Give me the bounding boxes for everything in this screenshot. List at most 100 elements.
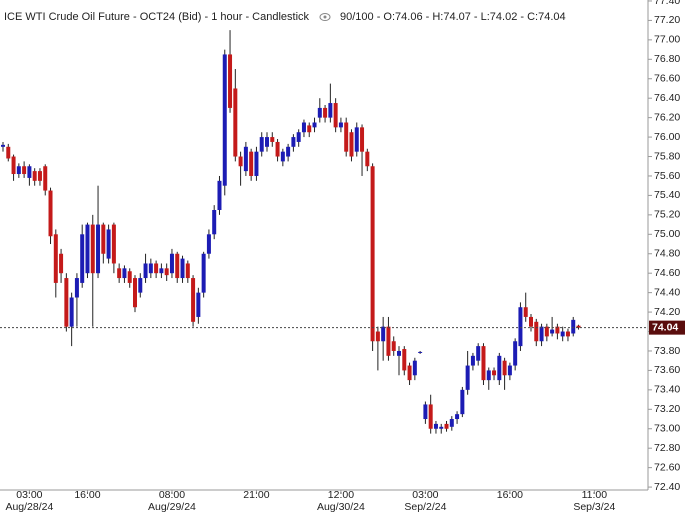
candle-body bbox=[217, 180, 222, 210]
candle-body bbox=[571, 319, 576, 334]
y-tick-label: 77.00 bbox=[654, 34, 680, 46]
candle-body bbox=[154, 263, 159, 274]
candle-body bbox=[48, 190, 53, 237]
candle-body bbox=[228, 54, 233, 108]
candle-body bbox=[560, 331, 565, 337]
candle-body bbox=[412, 360, 417, 376]
candle-body bbox=[259, 137, 264, 152]
candle-body bbox=[333, 103, 338, 128]
candle-body bbox=[16, 166, 21, 175]
candle-body bbox=[465, 365, 470, 390]
candle-body bbox=[354, 127, 359, 152]
candle-body bbox=[296, 132, 301, 142]
candle-body bbox=[53, 234, 58, 283]
y-tick-label: 75.60 bbox=[654, 170, 680, 182]
candle-body bbox=[80, 234, 85, 283]
candle-body bbox=[476, 346, 481, 361]
candle-body bbox=[544, 326, 549, 337]
x-tick-label: 08:00 bbox=[159, 489, 185, 501]
y-tick-label: 76.40 bbox=[654, 92, 680, 104]
candle-body bbox=[349, 132, 354, 157]
y-tick-label: 73.20 bbox=[654, 403, 680, 415]
y-tick-label: 73.80 bbox=[654, 345, 680, 357]
x-date-label: Aug/30/24 bbox=[317, 501, 365, 513]
candle-body bbox=[529, 316, 533, 327]
candle-body bbox=[32, 171, 37, 181]
candle-body bbox=[265, 137, 269, 147]
last-price-label: 74.04 bbox=[652, 321, 678, 333]
candle-body bbox=[323, 107, 328, 118]
candle-body bbox=[43, 166, 48, 191]
x-date-label: Sep/2/24 bbox=[404, 501, 446, 513]
candle-body bbox=[486, 370, 491, 381]
candle-body bbox=[117, 268, 122, 279]
candle-body bbox=[423, 404, 428, 420]
candle-body bbox=[518, 307, 523, 347]
candle-body bbox=[270, 137, 275, 142]
candle-body bbox=[449, 419, 454, 427]
candle-body bbox=[328, 103, 333, 118]
candle-body bbox=[238, 156, 243, 167]
candle-body bbox=[439, 426, 444, 429]
y-tick-label: 73.00 bbox=[654, 423, 680, 435]
candle-body bbox=[59, 253, 64, 274]
candle-body bbox=[6, 146, 11, 159]
candle-body bbox=[180, 258, 185, 279]
x-tick-label: 12:00 bbox=[328, 489, 354, 501]
y-tick-label: 75.20 bbox=[654, 209, 680, 221]
y-tick-label: 72.40 bbox=[654, 481, 680, 493]
candle-body bbox=[212, 210, 217, 235]
chart-title: ICE WTI Crude Oil Future - OCT24 (Bid) -… bbox=[4, 11, 310, 23]
candle-body bbox=[502, 360, 507, 376]
y-tick-label: 74.40 bbox=[654, 286, 680, 298]
candle-body bbox=[428, 404, 433, 429]
x-date-label: Sep/3/24 bbox=[573, 501, 615, 513]
candle-body bbox=[85, 224, 90, 274]
candle-body bbox=[386, 326, 391, 356]
x-date-label: Aug/29/24 bbox=[148, 501, 196, 513]
candle-body bbox=[164, 268, 169, 276]
candle-body bbox=[101, 224, 106, 254]
candle-body bbox=[138, 278, 143, 293]
y-tick-label: 77.40 bbox=[654, 0, 680, 7]
candle-body bbox=[222, 54, 227, 186]
candle-body bbox=[338, 122, 343, 128]
y-tick-label: 75.40 bbox=[654, 189, 680, 201]
y-tick-label: 75.00 bbox=[654, 228, 680, 240]
candle-body bbox=[301, 122, 306, 133]
y-tick-label: 76.00 bbox=[654, 131, 680, 143]
candle-body bbox=[433, 423, 438, 429]
candle-body bbox=[96, 224, 101, 274]
candle-body bbox=[317, 107, 322, 118]
candle-body bbox=[206, 234, 211, 254]
candle-body bbox=[249, 151, 254, 176]
visibility-icon[interactable] bbox=[319, 13, 331, 21]
candle-body bbox=[291, 137, 296, 147]
y-tick-label: 74.60 bbox=[654, 267, 680, 279]
candle-body bbox=[37, 171, 42, 181]
candle-body bbox=[507, 365, 512, 376]
x-tick-label: 16:00 bbox=[497, 489, 523, 501]
candle-body bbox=[201, 253, 206, 293]
candle-body bbox=[106, 229, 111, 259]
candle-body bbox=[470, 355, 475, 366]
candle-body bbox=[312, 122, 317, 128]
y-tick-label: 76.80 bbox=[654, 53, 680, 65]
candle-body bbox=[69, 297, 74, 327]
candle-body bbox=[11, 156, 16, 175]
candle-body bbox=[513, 341, 518, 366]
x-tick-label: 11:00 bbox=[582, 489, 608, 501]
candle-body bbox=[133, 278, 137, 308]
candle-body bbox=[148, 263, 153, 274]
candle-body bbox=[418, 351, 423, 353]
x-tick-label: 03:00 bbox=[16, 489, 42, 501]
candle-body bbox=[397, 350, 401, 356]
candle-body bbox=[534, 321, 539, 342]
candle-body bbox=[375, 331, 380, 342]
candle-body bbox=[275, 141, 280, 157]
candle-body bbox=[481, 346, 486, 381]
candle-body bbox=[402, 349, 407, 371]
candle-body bbox=[365, 151, 370, 167]
candle-body bbox=[159, 268, 164, 274]
